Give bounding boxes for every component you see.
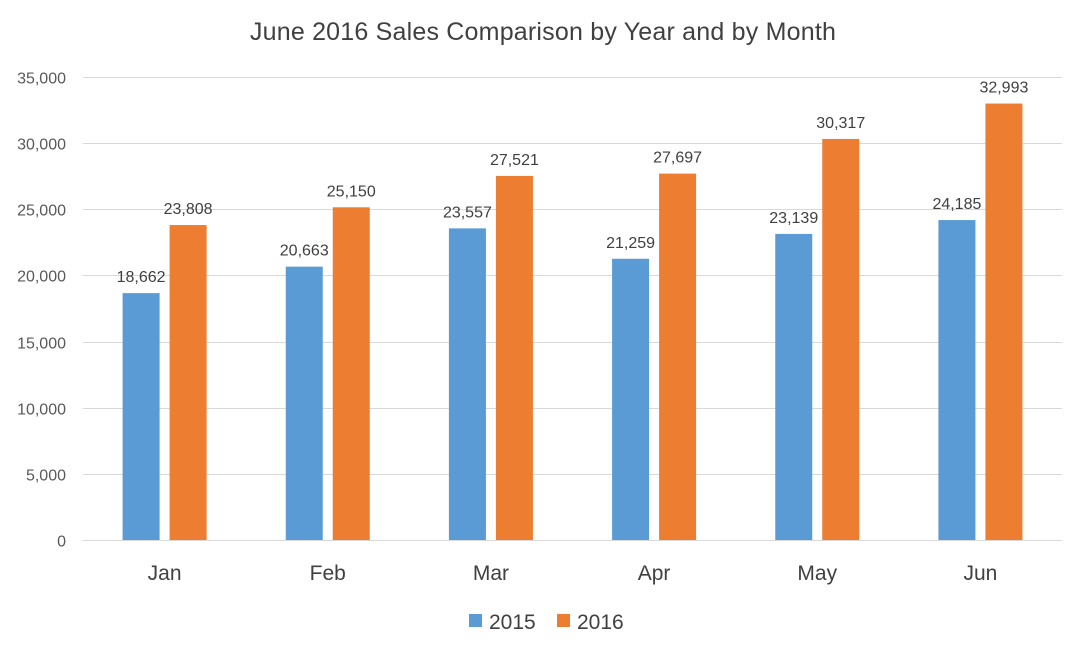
y-tick-label: 15,000 [17, 336, 66, 353]
bar-2015-jan [122, 293, 160, 540]
x-category-label: Feb [310, 562, 346, 585]
data-label: 23,139 [769, 210, 818, 227]
x-category-label: Apr [638, 562, 671, 585]
y-axis-ticks: 0 5,000 10,000 15,000 20,000 25,000 30,000 35,0… [17, 71, 66, 551]
bar-2016-jun [985, 103, 1023, 540]
bar-2016-apr [659, 173, 697, 540]
data-label: 21,259 [606, 235, 655, 252]
y-tick-label: 5,000 [26, 468, 66, 485]
data-label: 25,150 [327, 183, 376, 200]
data-label: 20,663 [280, 243, 329, 260]
y-tick-label: 0 [57, 534, 66, 551]
x-category-label: Jun [963, 562, 997, 585]
x-category-label: May [797, 562, 837, 585]
x-axis-categories: Jan Feb Mar Apr May Jun [148, 562, 998, 585]
y-tick-label: 10,000 [17, 402, 66, 419]
y-tick-label: 35,000 [17, 71, 66, 88]
y-tick-label: 25,000 [17, 203, 66, 220]
bar-2015-feb [285, 266, 323, 540]
data-label: 27,697 [653, 150, 702, 167]
legend-swatch-2016 [557, 614, 570, 627]
data-label: 32,993 [979, 80, 1028, 97]
y-tick-label: 30,000 [17, 137, 66, 154]
data-label: 24,185 [932, 196, 981, 213]
bar-2015-may [775, 233, 813, 540]
data-labels: 18,662 23,808 20,663 25,150 23,557 27,521 21,2… [117, 80, 1029, 287]
data-label: 23,557 [443, 204, 492, 221]
data-label: 30,317 [816, 115, 865, 132]
data-label: 27,521 [490, 152, 539, 169]
bar-2016-jan [169, 225, 207, 540]
bar-2016-mar [495, 175, 533, 540]
x-category-label: Jan [148, 562, 182, 585]
bars [122, 103, 1023, 540]
chart-title: June 2016 Sales Comparison by Year and b… [249, 18, 837, 46]
legend-label: 2015 [489, 611, 536, 634]
bar-2016-feb [332, 207, 370, 540]
data-label: 23,808 [164, 201, 213, 218]
gridlines [83, 77, 1062, 541]
bar-2015-jun [938, 220, 976, 540]
legend: 2015 2016 [469, 611, 624, 634]
bar-2016-may [822, 138, 860, 540]
legend-label: 2016 [577, 611, 624, 634]
x-category-label: Mar [473, 562, 509, 585]
y-tick-label: 20,000 [17, 269, 66, 286]
bar-2015-mar [448, 228, 486, 540]
data-label: 18,662 [117, 269, 166, 286]
legend-swatch-2015 [469, 614, 482, 627]
bar-2015-apr [612, 258, 650, 540]
